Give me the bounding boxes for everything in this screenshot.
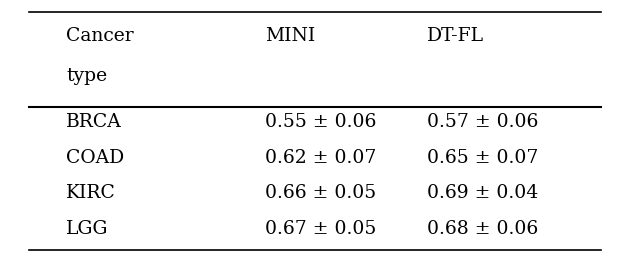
Text: COAD: COAD (66, 149, 125, 167)
Text: Cancer: Cancer (66, 27, 134, 45)
Text: MINI: MINI (265, 27, 316, 45)
Text: 0.55 ± 0.06: 0.55 ± 0.06 (265, 113, 377, 131)
Text: KIRC: KIRC (66, 184, 116, 202)
Text: 0.69 ± 0.04: 0.69 ± 0.04 (427, 184, 538, 202)
Text: BRCA: BRCA (66, 113, 122, 131)
Text: type: type (66, 67, 108, 85)
Text: 0.68 ± 0.06: 0.68 ± 0.06 (427, 220, 538, 238)
Text: 0.65 ± 0.07: 0.65 ± 0.07 (427, 149, 538, 167)
Text: 0.57 ± 0.06: 0.57 ± 0.06 (427, 113, 538, 131)
Text: DT-FL: DT-FL (427, 27, 484, 45)
Text: 0.67 ± 0.05: 0.67 ± 0.05 (265, 220, 377, 238)
Text: 0.66 ± 0.05: 0.66 ± 0.05 (265, 184, 377, 202)
Text: LGG: LGG (66, 220, 109, 238)
Text: 0.62 ± 0.07: 0.62 ± 0.07 (265, 149, 377, 167)
